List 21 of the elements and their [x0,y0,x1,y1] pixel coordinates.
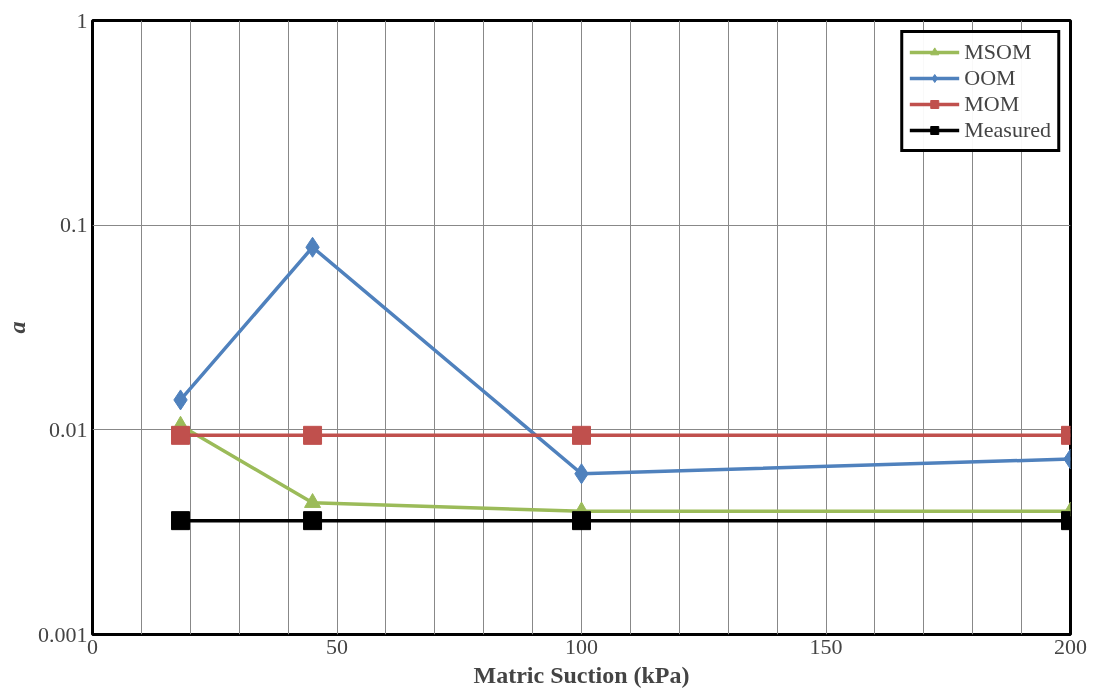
x-tick-label: 0 [87,633,98,659]
legend-label: MSOM [964,39,1032,65]
x-tick-label: 150 [809,633,843,659]
legend-label: OOM [964,65,1016,91]
y-tick-label: 0.001 [38,621,88,647]
legend-label: Measured [964,117,1051,143]
legend-label: MOM [964,91,1020,117]
y-tick-label: 0.01 [49,416,88,442]
x-tick-label: 200 [1054,633,1087,659]
y-tick-label: 0.1 [60,212,88,238]
x-tick-label: 100 [565,633,598,659]
point [303,511,323,531]
y-axis-title: a [4,321,30,334]
point [171,425,191,445]
point [303,425,323,445]
x-axis-title: Matric Suction (kPa) [473,661,690,688]
x-tick-label: 50 [326,633,348,659]
point [572,511,591,531]
point [171,511,191,531]
y-tick-label: 1 [76,7,88,33]
point [572,425,591,445]
